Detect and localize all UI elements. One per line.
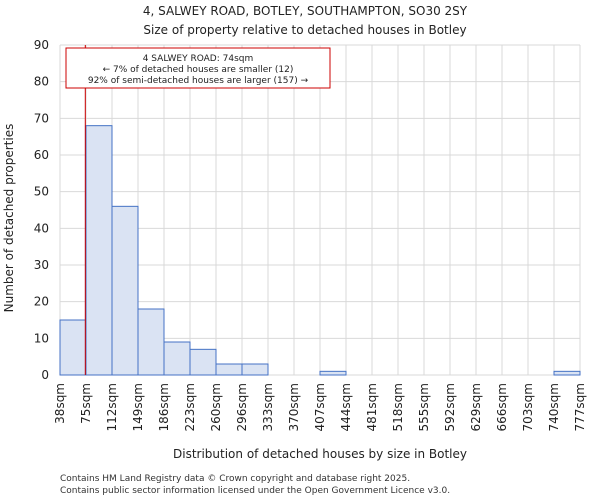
x-tick-label: 370sqm (287, 383, 301, 431)
x-tick-label: 260sqm (209, 383, 223, 431)
bar-186sqm (163, 341, 191, 376)
x-tick-label: 777sqm (573, 383, 587, 431)
bar-296sqm (241, 363, 269, 376)
x-tick-label: 75sqm (79, 383, 93, 424)
x-tick-label: 740sqm (547, 383, 561, 431)
chart-title: 4, SALWEY ROAD, BOTLEY, SOUTHAMPTON, SO3… (143, 4, 468, 18)
y-tick-label: 70 (34, 111, 49, 125)
footer-line-2: Contains public sector information licen… (60, 486, 450, 496)
y-tick-label: 50 (34, 185, 49, 199)
x-tick-label: 592sqm (443, 383, 457, 431)
y-tick-label: 60 (34, 148, 49, 162)
bar-740sqm (553, 370, 581, 376)
bar-38sqm (59, 319, 87, 376)
annotation-box: 4 SALWEY ROAD: 74sqm ← 7% of detached ho… (65, 47, 331, 89)
x-tick-label: 333sqm (261, 383, 275, 431)
x-tick-label: 296sqm (235, 383, 249, 431)
x-tick-label: 149sqm (131, 383, 145, 431)
x-axis-ticks: 38sqm 75sqm 112sqm 149sqm 186sqm 223sqm 260sqm… (53, 383, 587, 431)
bar-260sqm (215, 363, 243, 376)
chart-subtitle: Size of property relative to detached ho… (143, 23, 466, 37)
x-tick-label: 666sqm (495, 383, 509, 431)
x-tick-label: 481sqm (365, 383, 379, 431)
y-tick-label: 10 (34, 331, 49, 345)
x-tick-label: 518sqm (391, 383, 405, 431)
x-tick-label: 444sqm (339, 383, 353, 431)
y-tick-label: 90 (34, 38, 49, 52)
x-tick-label: 38sqm (53, 383, 67, 424)
x-tick-label: 407sqm (313, 383, 327, 431)
y-tick-label: 0 (41, 368, 49, 382)
y-axis-ticks: 0 10 20 30 40 50 60 70 80 90 (34, 38, 49, 382)
x-tick-label: 223sqm (183, 383, 197, 431)
y-tick-label: 30 (34, 258, 49, 272)
annotation-line-3: 92% of semi-detached houses are larger (… (88, 76, 309, 86)
footer-line-1: Contains HM Land Registry data © Crown c… (60, 474, 410, 484)
x-tick-label: 186sqm (157, 383, 171, 431)
bar-112sqm (111, 205, 139, 376)
y-tick-label: 80 (34, 75, 49, 89)
bar-407sqm (319, 370, 347, 376)
bar-75sqm (85, 125, 113, 376)
x-tick-label: 629sqm (469, 383, 483, 431)
annotation-border (65, 47, 331, 89)
bars (59, 125, 581, 376)
y-axis-label: Number of detached properties (2, 124, 16, 313)
x-tick-label: 703sqm (521, 383, 535, 431)
x-tick-label: 112sqm (105, 383, 119, 431)
x-axis-label: Distribution of detached houses by size … (173, 447, 467, 461)
y-tick-label: 40 (34, 221, 49, 235)
annotation-line-2: ← 7% of detached houses are smaller (12) (103, 65, 294, 75)
bar-223sqm (189, 348, 217, 376)
bar-149sqm (137, 308, 165, 376)
y-tick-label: 20 (34, 295, 49, 309)
annotation-line-1: 4 SALWEY ROAD: 74sqm (143, 54, 254, 64)
x-tick-label: 555sqm (417, 383, 431, 431)
